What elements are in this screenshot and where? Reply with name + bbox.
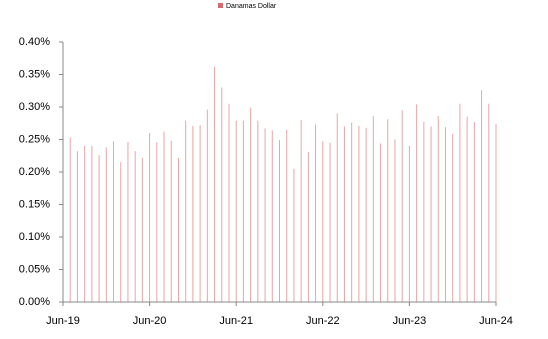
y-tick-label: 0.40%: [19, 36, 50, 48]
bar: [257, 120, 259, 303]
bar: [358, 125, 360, 302]
bar: [228, 103, 230, 302]
bar: [423, 121, 425, 302]
bar: [149, 133, 151, 302]
bar: [452, 133, 454, 302]
bar: [351, 122, 353, 302]
bar: [271, 130, 273, 302]
y-tick-label: 0.20%: [19, 166, 50, 178]
y-tick-label: 0.10%: [19, 231, 50, 243]
bar: [473, 121, 475, 302]
y-tick-label: 0.35%: [19, 68, 50, 80]
bar: [336, 113, 338, 302]
y-tick-label: 0.00%: [19, 296, 50, 308]
bar: [170, 140, 172, 302]
bar: [91, 146, 93, 302]
bar: [329, 142, 331, 302]
bar: [177, 157, 179, 302]
bar: [466, 116, 468, 302]
bar: [481, 90, 483, 302]
bar: [141, 157, 143, 302]
bar: [250, 107, 252, 303]
bar: [279, 140, 280, 302]
bar: [113, 141, 115, 302]
bar: [98, 155, 100, 302]
bar: [430, 126, 432, 302]
bar: [235, 120, 237, 303]
bar: [156, 142, 158, 302]
legend-swatch: [218, 3, 223, 8]
y-tick-label: 0.15%: [19, 198, 50, 210]
bar: [408, 146, 410, 302]
x-tick-label: Jun-19: [46, 315, 80, 327]
bar: [221, 87, 223, 302]
y-tick-label: 0.05%: [19, 263, 50, 275]
bar: [69, 137, 71, 302]
bar: [495, 123, 497, 303]
bar: [134, 151, 136, 302]
bar: [300, 120, 302, 302]
bar: [199, 125, 201, 302]
bar: [343, 126, 345, 302]
legend-label: Danamas Dollar: [226, 3, 277, 10]
bar: [394, 139, 396, 302]
bar: [307, 151, 309, 302]
bar: [444, 127, 446, 303]
bar: [322, 141, 324, 302]
bar: [105, 147, 107, 302]
bar: [214, 66, 216, 302]
bar: [120, 162, 122, 302]
bar: [372, 116, 374, 302]
bar: [387, 119, 389, 302]
bar: [459, 103, 461, 302]
bar: [380, 143, 382, 302]
x-tick-label: Jun-21: [219, 315, 253, 327]
bar: [192, 125, 194, 302]
bar: [401, 110, 403, 302]
bar: [76, 151, 78, 302]
y-tick-label: 0.30%: [19, 101, 50, 113]
x-tick-label: Jun-23: [393, 315, 427, 327]
bar: [293, 168, 295, 302]
bar: [127, 142, 129, 302]
bar: [242, 120, 244, 303]
bar: [84, 146, 86, 302]
bar: [488, 103, 490, 302]
bar: [264, 128, 266, 302]
bar: [185, 120, 187, 303]
bar: [206, 109, 208, 302]
bar: [416, 104, 418, 303]
bar: [315, 124, 317, 302]
x-tick-label: Jun-20: [133, 315, 167, 327]
bar: [365, 127, 367, 302]
x-tick-label: Jun-24: [479, 315, 513, 327]
bar: [286, 129, 288, 302]
y-tick-label: 0.25%: [19, 133, 50, 145]
x-tick-label: Jun-22: [306, 315, 340, 327]
bar: [163, 131, 165, 302]
bar: [437, 116, 439, 302]
